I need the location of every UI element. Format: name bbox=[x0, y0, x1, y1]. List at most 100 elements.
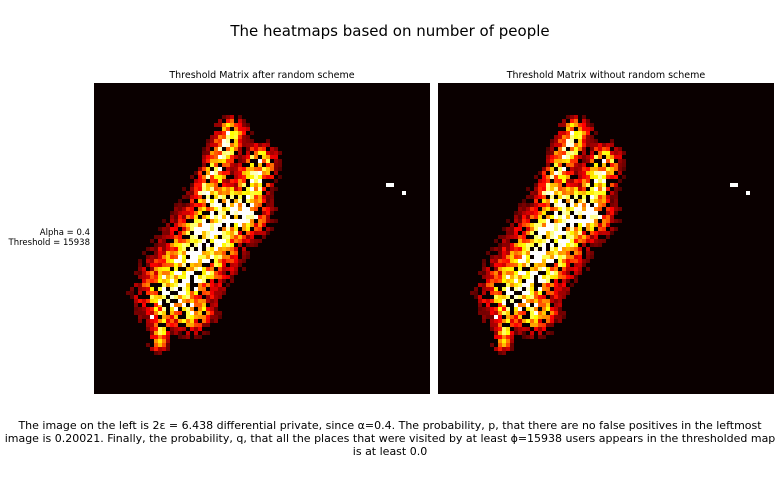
heatmap-cell bbox=[170, 243, 174, 247]
heatmap-cell bbox=[214, 223, 218, 227]
heatmap-cell bbox=[590, 191, 594, 195]
heatmap-cell bbox=[222, 219, 226, 223]
heatmap-cell bbox=[502, 275, 506, 279]
heatmap-cell bbox=[574, 167, 578, 171]
heatmap-cell bbox=[226, 235, 230, 239]
heatmap-cell bbox=[258, 191, 262, 195]
heatmap-cell bbox=[538, 295, 542, 299]
heatmap-cell bbox=[218, 243, 222, 247]
heatmap-cell bbox=[578, 135, 582, 139]
heatmap-cell bbox=[150, 263, 154, 267]
heatmap-cell bbox=[494, 279, 498, 283]
heatmap-cell bbox=[130, 295, 134, 299]
heatmap-cell bbox=[586, 139, 590, 143]
heatmap-cell bbox=[142, 287, 146, 291]
heatmap-cell bbox=[154, 343, 158, 347]
heatmap-cell bbox=[254, 239, 258, 243]
heatmap-cell bbox=[562, 267, 566, 271]
heatmap-cell bbox=[578, 175, 582, 179]
heatmap-cell bbox=[222, 267, 226, 271]
heatmap-cell bbox=[202, 199, 206, 203]
heatmap-cell bbox=[554, 315, 558, 319]
heatmap-cell bbox=[498, 295, 502, 299]
heatmap-cell bbox=[146, 343, 150, 347]
heatmap-cell bbox=[146, 275, 150, 279]
heatmap-cell bbox=[218, 231, 222, 235]
heatmap-cell bbox=[198, 227, 202, 231]
heatmap-cell bbox=[186, 231, 190, 235]
heatmap-cell bbox=[226, 283, 230, 287]
heatmap-cell bbox=[542, 323, 546, 327]
heatmap-cell bbox=[522, 271, 526, 275]
heatmap-cell bbox=[610, 143, 614, 147]
heatmap-cell bbox=[494, 291, 498, 295]
heatmap-cell bbox=[166, 259, 170, 263]
heatmap-cell bbox=[498, 255, 502, 259]
heatmap-cell bbox=[166, 235, 170, 239]
heatmap-cell bbox=[266, 159, 270, 163]
heatmap-cell bbox=[238, 187, 242, 191]
heatmap-cell bbox=[566, 187, 570, 191]
heatmap-cell bbox=[542, 311, 546, 315]
heatmap-cell bbox=[546, 255, 550, 259]
heatmap-cell bbox=[482, 299, 486, 303]
heatmap-cell bbox=[526, 239, 530, 243]
heatmap-cell bbox=[586, 207, 590, 211]
heatmap-cell bbox=[194, 227, 198, 231]
heatmap-cell bbox=[594, 139, 598, 143]
heatmap-cell bbox=[586, 135, 590, 139]
heatmap-cell bbox=[258, 203, 262, 207]
heatmap-cell bbox=[546, 227, 550, 231]
heatmap-cell bbox=[178, 235, 182, 239]
heatmap-cell bbox=[502, 295, 506, 299]
heatmap-cell bbox=[266, 215, 270, 219]
heatmap-cell bbox=[234, 235, 238, 239]
heatmap-cell bbox=[514, 331, 518, 335]
heatmap-cell bbox=[606, 235, 610, 239]
heatmap-cell bbox=[202, 191, 206, 195]
heatmap-cell bbox=[266, 191, 270, 195]
heatmap-cell bbox=[190, 227, 194, 231]
heatmap-cell bbox=[482, 263, 486, 267]
heatmap-cell bbox=[590, 251, 594, 255]
heatmap-cell bbox=[154, 279, 158, 283]
heatmap-cell bbox=[238, 195, 242, 199]
heatmap-cell bbox=[514, 311, 518, 315]
heatmap-cell bbox=[590, 239, 594, 243]
heatmap-cell bbox=[234, 203, 238, 207]
heatmap-cell bbox=[210, 263, 214, 267]
heatmap-cell bbox=[602, 171, 606, 175]
heatmap-cell bbox=[238, 115, 242, 119]
heatmap-cell bbox=[182, 255, 186, 259]
heatmap-cell bbox=[138, 267, 142, 271]
heatmap-cell bbox=[170, 255, 174, 259]
heatmap-cell bbox=[482, 311, 486, 315]
heatmap-cell bbox=[214, 147, 218, 151]
heatmap-cell bbox=[202, 271, 206, 275]
heatmap-cell bbox=[214, 319, 218, 323]
heatmap-cell bbox=[602, 227, 606, 231]
heatmap-cell bbox=[610, 211, 614, 215]
heatmap-cell bbox=[162, 263, 166, 267]
heatmap-cell bbox=[166, 271, 170, 275]
heatmap-cell bbox=[206, 215, 210, 219]
heatmap-cell bbox=[622, 159, 626, 163]
heatmap-cell bbox=[514, 219, 518, 223]
heatmap-cell bbox=[158, 319, 162, 323]
heatmap-cell bbox=[206, 207, 210, 211]
heatmap-cell bbox=[494, 347, 498, 351]
heatmap-cell bbox=[590, 143, 594, 147]
heatmap-cell bbox=[202, 315, 206, 319]
heatmap-cell bbox=[550, 295, 554, 299]
heatmap-cell bbox=[274, 179, 278, 183]
heatmap-cell bbox=[546, 239, 550, 243]
heatmap-cell bbox=[194, 187, 198, 191]
heatmap-cell bbox=[554, 175, 558, 179]
heatmap-cell bbox=[166, 231, 170, 235]
heatmap-cell bbox=[606, 155, 610, 159]
heatmap-cell bbox=[238, 159, 242, 163]
heatmap-cell bbox=[578, 227, 582, 231]
heatmap-cell bbox=[498, 331, 502, 335]
heatmap-cell bbox=[182, 251, 186, 255]
heatmap-cell bbox=[270, 227, 274, 231]
